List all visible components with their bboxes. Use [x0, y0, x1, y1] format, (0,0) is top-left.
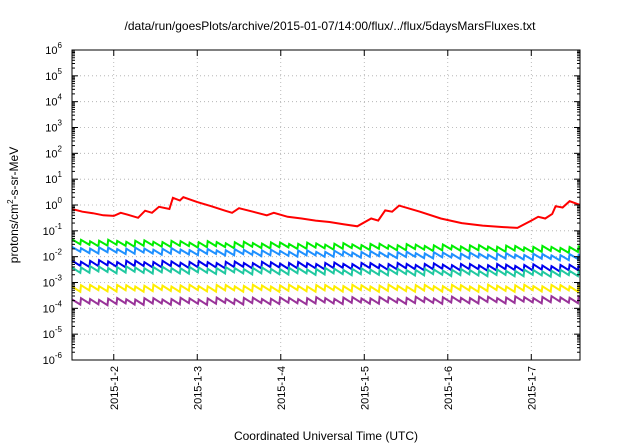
y-tick-label: 10-2	[43, 248, 63, 264]
y-tick-label: 10-6	[43, 351, 63, 367]
chart-title: /data/run/goesPlots/archive/2015-01-07/1…	[125, 19, 537, 33]
x-axis: 2015-1-2 2015-1-3 2015-1-4 2015-1-5 2015-1-6…	[109, 50, 538, 410]
y-tick-exponent: 6	[58, 41, 63, 50]
series-group	[72, 196, 580, 307]
y-tick-label: 10-3	[43, 274, 63, 290]
y-axis: 10610510410310210110010-110-210-310-410-…	[43, 41, 580, 367]
series-line-3	[72, 245, 580, 263]
y-tick-exponent: 1	[58, 170, 63, 179]
y-tick-label: 101	[45, 170, 62, 186]
y-tick-exponent: 4	[58, 93, 63, 102]
y-tick-exponent: 5	[58, 67, 63, 76]
y-axis-label: protons/cm2-s-sr-MeV	[6, 147, 21, 263]
y-tick-exponent: 3	[58, 119, 63, 128]
series-line-6	[72, 282, 580, 294]
series-line-5	[72, 264, 580, 279]
x-axis-label: Coordinated Universal Time (UTC)	[234, 429, 418, 443]
y-tick-base: 10	[45, 174, 57, 186]
y-tick-base: 10	[43, 252, 55, 264]
series-line-2	[72, 238, 580, 255]
y-tick-exponent: -6	[55, 351, 63, 360]
y-tick-base: 10	[43, 303, 55, 315]
x-tick-label: 2015-1-7	[526, 366, 538, 410]
series-line-4	[72, 258, 580, 274]
y-tick-exponent: -5	[55, 325, 63, 334]
y-axis-label-sup: 2	[6, 199, 15, 204]
y-tick-label: 105	[45, 67, 62, 83]
grid	[72, 50, 580, 360]
y-axis-label-base: protons/cm	[7, 204, 21, 263]
y-tick-exponent: -2	[55, 248, 63, 257]
y-tick-base: 10	[43, 278, 55, 290]
x-tick-label: 2015-1-2	[109, 366, 121, 410]
x-tick-label: 2015-1-4	[276, 366, 288, 410]
y-axis-label-rest: -s-sr-MeV	[7, 147, 21, 200]
y-tick-label: 103	[45, 119, 62, 135]
y-tick-label: 102	[45, 144, 62, 160]
series-line-1	[72, 196, 580, 229]
y-tick-exponent: -4	[55, 299, 63, 308]
y-tick-base: 10	[45, 148, 57, 160]
y-tick-exponent: -3	[55, 274, 63, 283]
y-tick-base: 10	[45, 97, 57, 109]
x-tick-label: 2015-1-5	[359, 366, 371, 410]
y-tick-base: 10	[45, 71, 57, 83]
y-tick-label: 10-1	[43, 222, 63, 238]
y-tick-label: 104	[45, 93, 62, 109]
y-tick-base: 10	[45, 45, 57, 57]
y-tick-label: 106	[45, 41, 62, 57]
y-tick-base: 10	[43, 226, 55, 238]
y-tick-exponent: -1	[55, 222, 63, 231]
y-tick-base: 10	[43, 355, 55, 367]
y-tick-exponent: 0	[58, 196, 63, 205]
y-tick-exponent: 2	[58, 144, 63, 153]
x-tick-label: 2015-1-3	[192, 366, 204, 410]
series-line-7	[72, 294, 580, 307]
y-tick-base: 10	[43, 329, 55, 341]
y-tick-base: 10	[45, 200, 57, 212]
y-tick-base: 10	[45, 123, 57, 135]
x-tick-label: 2015-1-6	[443, 366, 455, 410]
y-tick-label: 100	[45, 196, 62, 212]
y-tick-label: 10-4	[43, 299, 63, 315]
y-tick-label: 10-5	[43, 325, 63, 341]
